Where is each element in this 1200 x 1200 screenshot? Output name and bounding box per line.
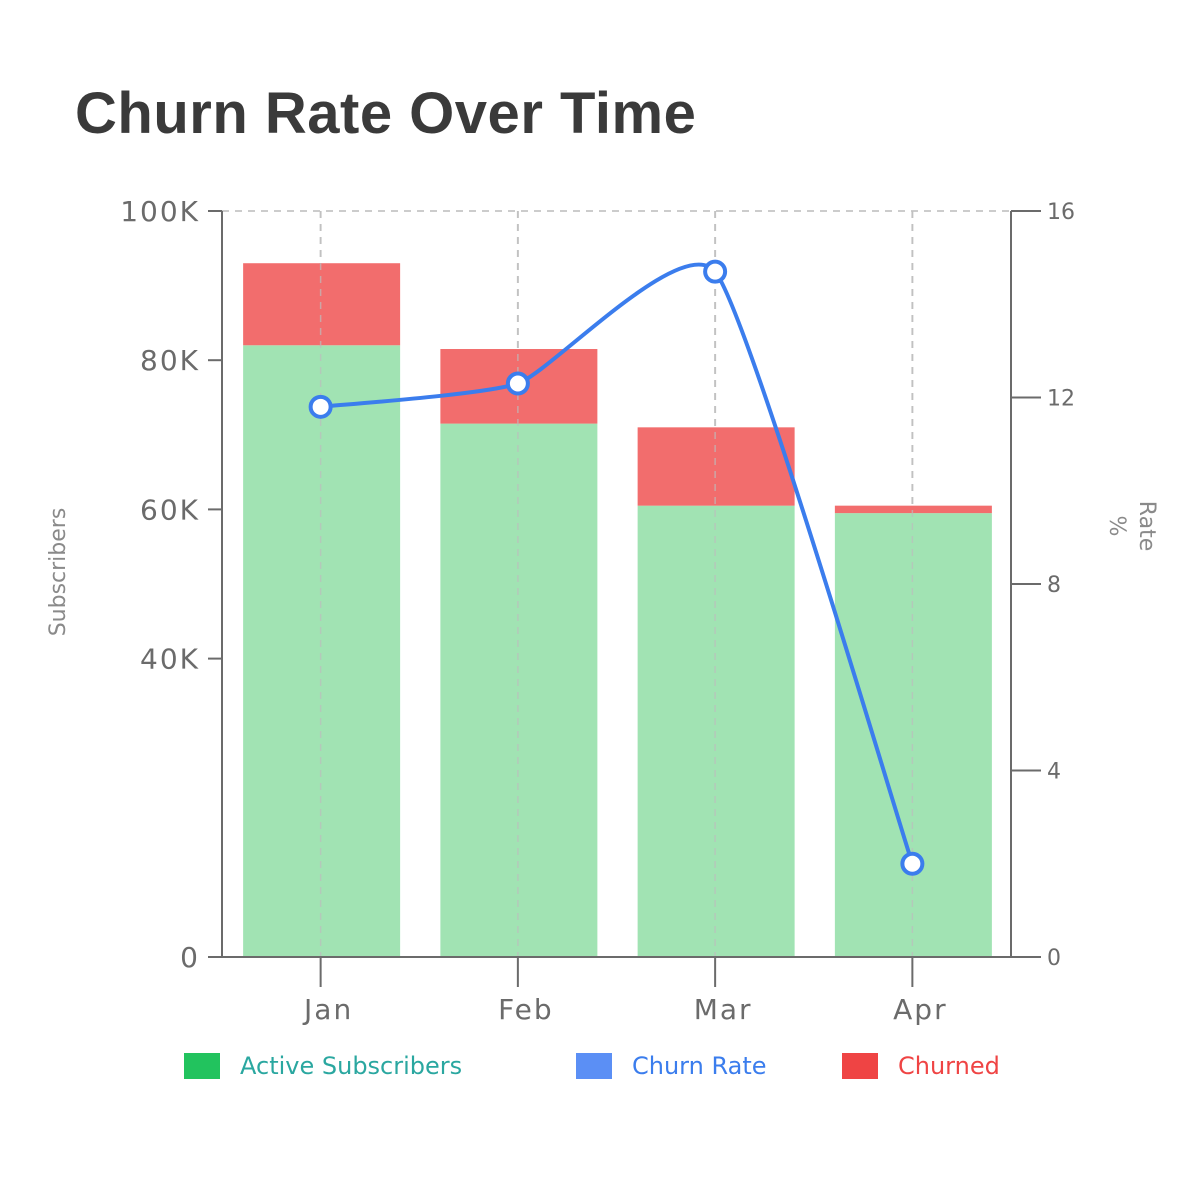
bars bbox=[243, 211, 992, 957]
y2-tick-label: 12 bbox=[1047, 387, 1075, 412]
x-tick-label-mar: Mar bbox=[694, 993, 753, 1026]
chart-title: Churn Rate Over Time bbox=[75, 81, 697, 146]
x-tick-label-feb: Feb bbox=[498, 993, 554, 1026]
legend-item-active-subscribers[interactable]: Active Subscribers bbox=[184, 1048, 462, 1084]
churn-rate-line bbox=[308, 259, 925, 876]
y-tick-label: 0 bbox=[180, 941, 200, 974]
churn-rate-point-apr bbox=[900, 851, 925, 876]
legend-label-active: Active Subscribers bbox=[240, 1052, 463, 1080]
gridlines bbox=[222, 210, 1011, 957]
bar-churned-apr bbox=[834, 505, 992, 514]
bar-churned-jan bbox=[243, 263, 401, 346]
legend-label-churned: Churned bbox=[898, 1052, 1000, 1080]
legend-swatch-active bbox=[184, 1053, 220, 1079]
churn-rate-point-mar bbox=[703, 259, 728, 284]
axis-labels: 0 40K 60K 80K 100K 0 4 8 12 16 Jan Feb Mar Apr Subscri… bbox=[46, 195, 1159, 1026]
bar-active-mar bbox=[637, 505, 795, 957]
bar-active-jan bbox=[243, 345, 401, 957]
y2-tick-label: 4 bbox=[1047, 760, 1061, 785]
y-tick-label: 60K bbox=[140, 493, 200, 526]
x-tick-label-jan: Jan bbox=[302, 993, 353, 1026]
y-tick-label: 80K bbox=[140, 344, 200, 377]
axes bbox=[208, 210, 1041, 987]
bar-active-feb bbox=[440, 423, 598, 957]
x-tick-label-apr: Apr bbox=[893, 993, 947, 1026]
churn-rate-path bbox=[320, 262, 915, 865]
y2-tick-label: 8 bbox=[1047, 573, 1061, 598]
bar-active-apr bbox=[834, 513, 992, 957]
legend-item-churn-rate[interactable]: Churn Rate bbox=[576, 1048, 767, 1084]
y-tick-label: 40K bbox=[140, 643, 200, 676]
churn-rate-point-feb bbox=[505, 371, 530, 396]
y2-tick-label: 0 bbox=[1047, 946, 1061, 971]
legend-swatch-churn-rate bbox=[576, 1053, 612, 1079]
bar-churned-mar bbox=[637, 427, 795, 506]
churn-rate-point-jan bbox=[308, 394, 333, 419]
legend-item-churned[interactable]: Churned bbox=[842, 1048, 1000, 1084]
legend-swatch-churned bbox=[842, 1053, 878, 1079]
y2-axis-title: Rate bbox=[1134, 501, 1159, 551]
y-axis-title: Subscribers bbox=[46, 508, 71, 637]
y2-tick-label: 16 bbox=[1047, 200, 1075, 225]
y2-axis-unit: % bbox=[1104, 516, 1129, 537]
legend-label-churn-rate: Churn Rate bbox=[632, 1052, 767, 1080]
y-tick-label: 100K bbox=[120, 195, 200, 228]
